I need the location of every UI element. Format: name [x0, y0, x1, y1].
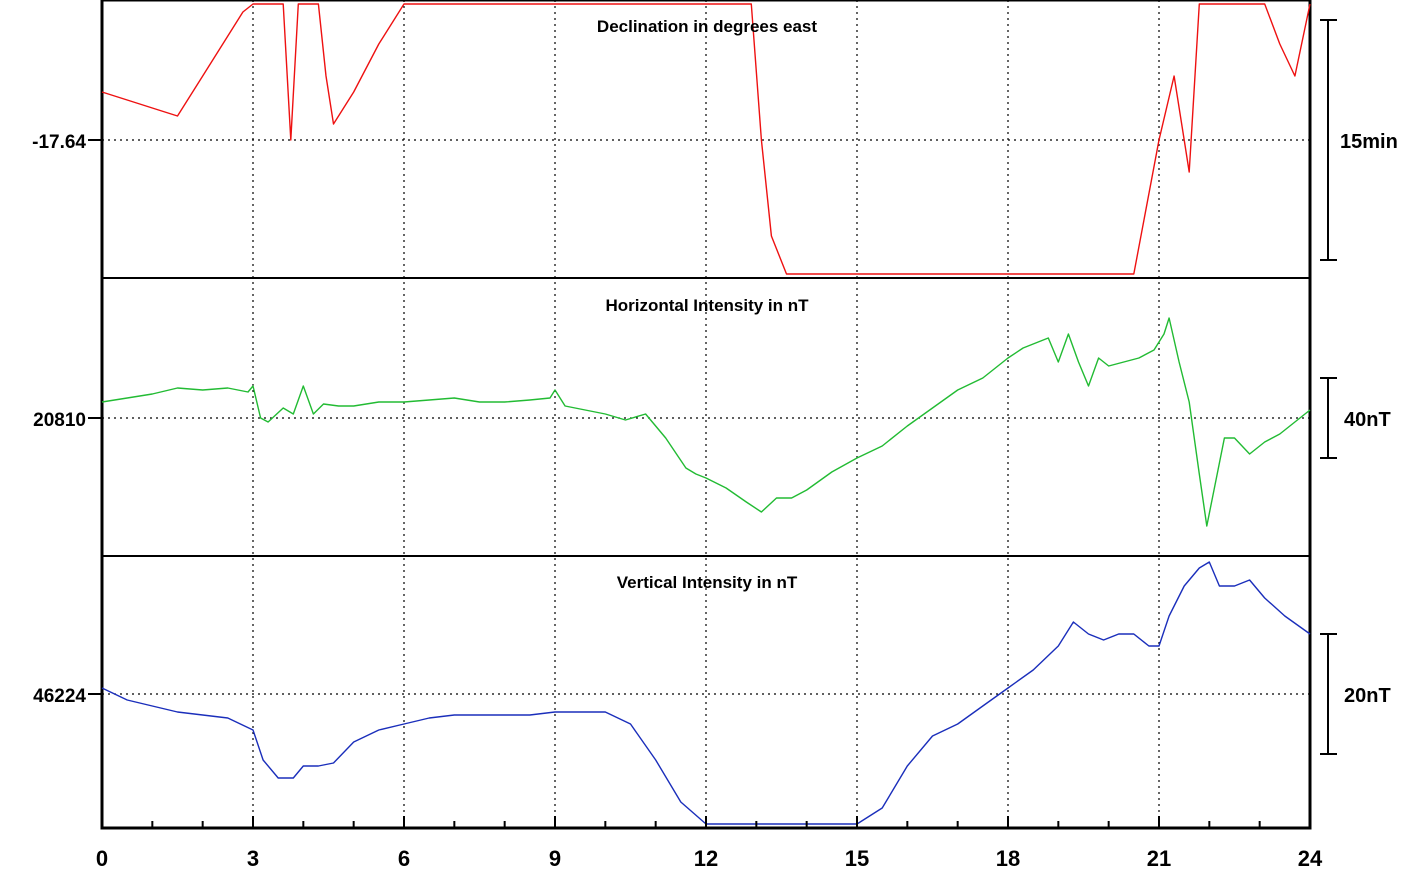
x-axis: 0 3 6 9 12 15 18 21 24: [96, 816, 1323, 871]
x-tick-label-3: 3: [247, 846, 259, 871]
scale-bar-horizontal: [1320, 377, 1337, 459]
baseline-label-declination: -17.64: [32, 132, 86, 153]
x-tick-label-18: 18: [996, 846, 1020, 871]
scale-label-horizontal: 40nT: [1344, 409, 1391, 431]
series-line-1: [101, 317, 1311, 527]
series-line-2: [101, 561, 1311, 825]
panel-title-declination: Declination in degrees east: [597, 17, 817, 36]
baseline-label-vertical: 46224: [33, 686, 86, 707]
x-tick-label-6: 6: [398, 846, 410, 871]
baselines: [88, 139, 1310, 695]
x-tick-label-24: 24: [1298, 846, 1323, 871]
scale-bar-vertical: [1320, 633, 1337, 755]
x-tick-label-12: 12: [694, 846, 718, 871]
scale-label-declination: 15min: [1340, 131, 1398, 153]
panel-title-horizontal: Horizontal Intensity in nT: [605, 296, 809, 315]
x-tick-label-21: 21: [1147, 846, 1171, 871]
scale-bar-declination: [1320, 19, 1337, 261]
vertical-grid: [252, 0, 1160, 828]
series-layer: [101, 3, 1311, 825]
x-tick-label-0: 0: [96, 846, 108, 871]
series-line-0: [101, 3, 1311, 275]
scale-label-vertical: 20nT: [1344, 685, 1391, 707]
baseline-label-horizontal: 20810: [33, 410, 86, 431]
x-tick-label-15: 15: [845, 846, 869, 871]
panel-title-vertical: Vertical Intensity in nT: [617, 573, 798, 592]
x-tick-label-9: 9: [549, 846, 561, 871]
